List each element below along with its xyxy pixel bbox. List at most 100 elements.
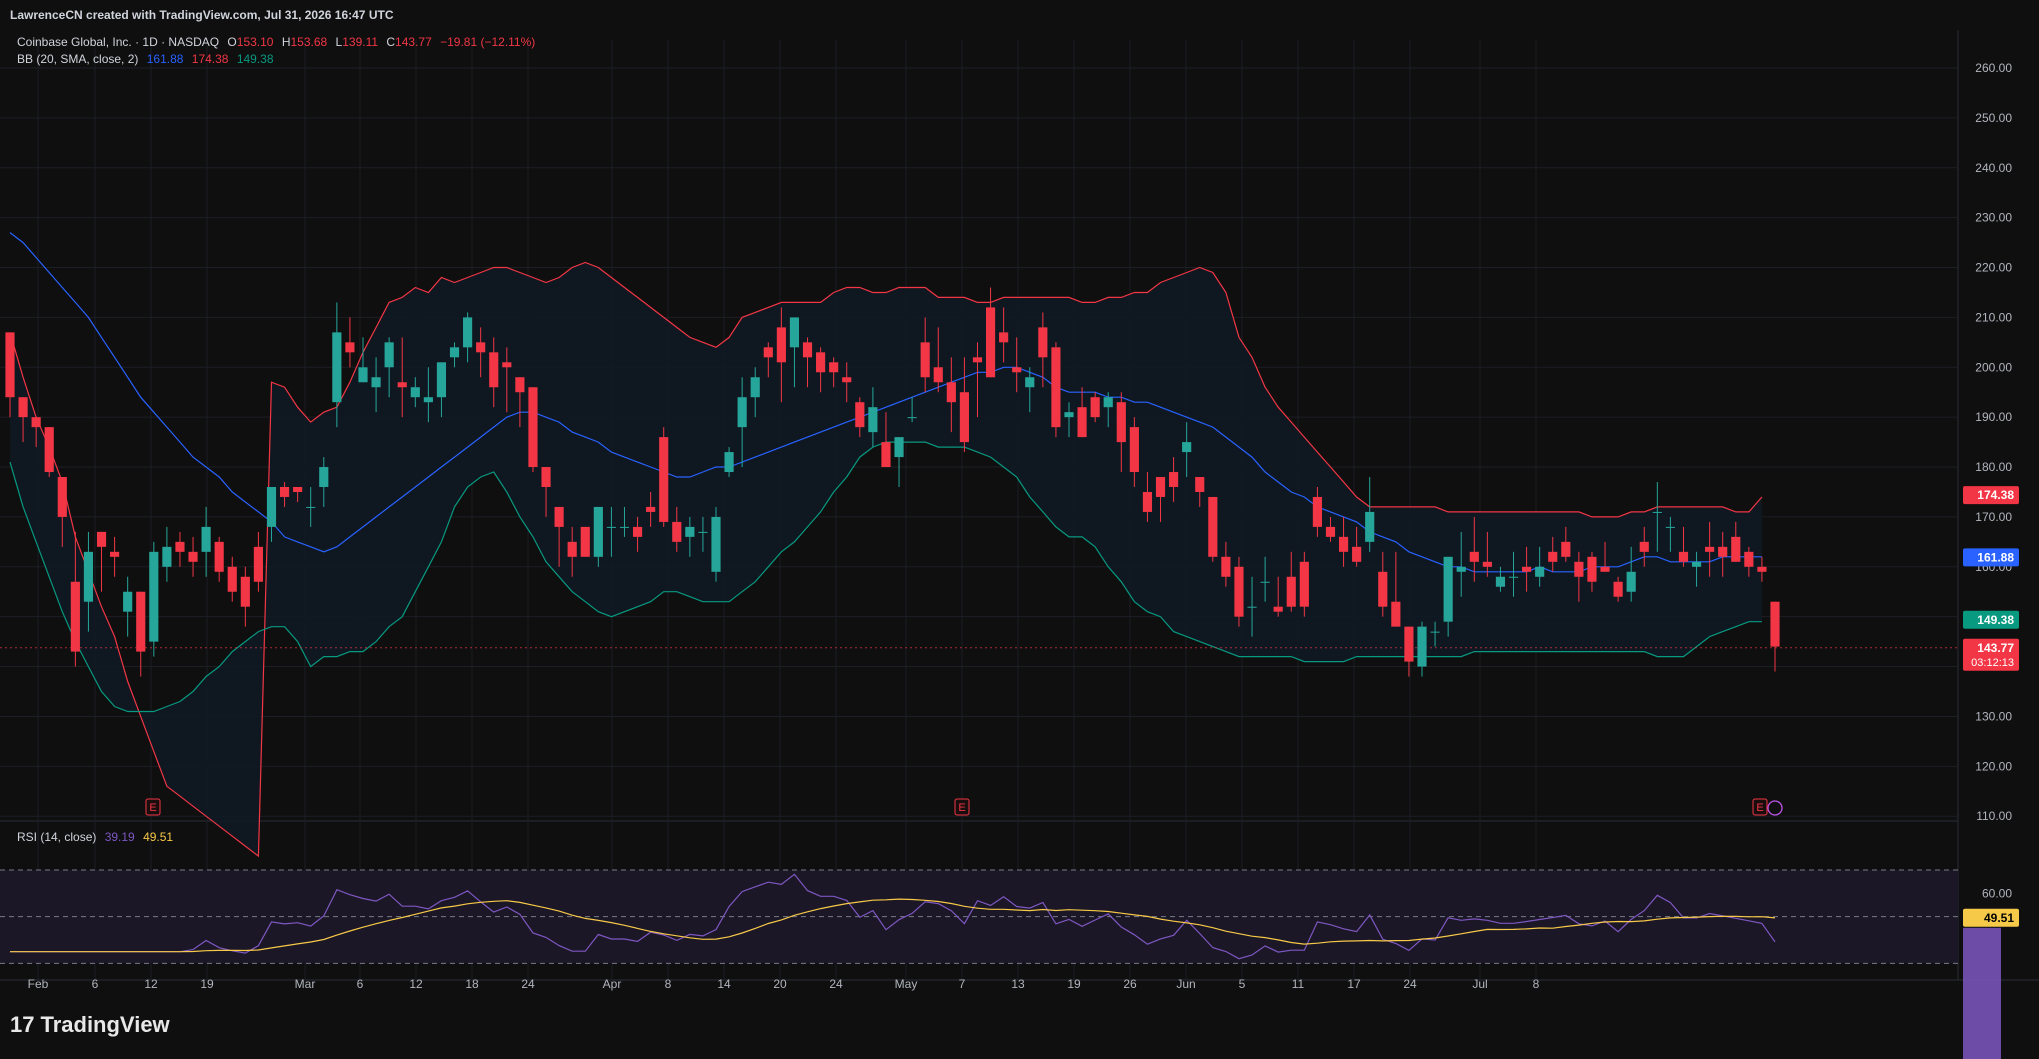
candle[interactable]	[959, 357, 969, 453]
candle[interactable]	[358, 337, 368, 383]
candle[interactable]	[18, 397, 28, 443]
candle[interactable]	[1051, 342, 1061, 438]
candle[interactable]	[384, 337, 394, 398]
candle[interactable]	[266, 486, 277, 542]
candle[interactable]	[1744, 546, 1754, 577]
candle[interactable]	[528, 387, 538, 473]
candle[interactable]	[724, 447, 734, 478]
candle[interactable]	[646, 491, 656, 527]
candle[interactable]	[619, 506, 630, 537]
rsi-legend[interactable]: RSI (14, close) 39.19 49.51	[17, 830, 178, 844]
candle[interactable]	[659, 427, 669, 527]
candle[interactable]	[1705, 521, 1715, 577]
candle[interactable]	[1025, 367, 1035, 413]
candle[interactable]	[1522, 546, 1532, 592]
candle[interactable]	[1116, 392, 1126, 473]
time-axis[interactable]: Feb 6 12 19 Mar 6 12 18 24 Apr 8 14 20 24 May 7 13 19 26 Ju…	[28, 977, 1540, 991]
candle[interactable]	[1103, 392, 1113, 428]
candle[interactable]	[332, 302, 342, 428]
candle[interactable]	[5, 332, 15, 418]
candle[interactable]	[999, 307, 1009, 363]
candle[interactable]	[1169, 457, 1179, 502]
candle[interactable]	[698, 516, 708, 552]
candle[interactable]	[672, 506, 682, 552]
candle[interactable]	[816, 347, 826, 393]
candle[interactable]	[881, 412, 891, 468]
candle[interactable]	[1064, 402, 1074, 438]
candle[interactable]	[1626, 546, 1636, 602]
bb-legend[interactable]: BB (20, SMA, close, 2) 161.88 174.38 149…	[17, 52, 279, 66]
candle[interactable]	[855, 397, 865, 438]
candle[interactable]	[1182, 422, 1192, 478]
candle[interactable]	[842, 362, 852, 403]
candle[interactable]	[1574, 551, 1584, 602]
candle[interactable]	[1639, 526, 1649, 567]
rsi-pane[interactable]: 60.00	[0, 869, 2012, 964]
candle[interactable]	[1378, 551, 1388, 617]
candle[interactable]	[1352, 526, 1362, 567]
candle[interactable]	[933, 327, 943, 393]
candle[interactable]	[1208, 496, 1218, 562]
candle[interactable]	[632, 516, 643, 552]
candle[interactable]	[162, 526, 172, 582]
candle[interactable]	[201, 506, 211, 577]
candle[interactable]	[1038, 312, 1048, 388]
candle[interactable]	[1012, 337, 1022, 393]
candle[interactable]	[1090, 392, 1100, 423]
candle[interactable]	[972, 342, 983, 418]
candle[interactable]	[489, 337, 499, 408]
candle[interactable]	[31, 417, 41, 448]
candle[interactable]	[1665, 516, 1675, 552]
candle[interactable]	[907, 397, 917, 423]
candle[interactable]	[227, 556, 237, 602]
candle[interactable]	[1548, 536, 1558, 572]
candle[interactable]	[57, 477, 67, 547]
candle[interactable]	[868, 387, 878, 448]
candle[interactable]	[1456, 531, 1466, 597]
candle[interactable]	[149, 541, 159, 657]
candle[interactable]	[802, 337, 813, 388]
candle[interactable]	[763, 342, 773, 378]
candle[interactable]	[750, 367, 760, 418]
candle[interactable]	[1260, 556, 1270, 602]
candle[interactable]	[593, 506, 603, 567]
candle[interactable]	[1508, 551, 1519, 597]
candle[interactable]	[423, 367, 433, 423]
candle[interactable]	[1142, 472, 1153, 522]
candle[interactable]	[1391, 551, 1401, 627]
candle[interactable]	[1234, 556, 1244, 627]
candle[interactable]	[1770, 601, 1780, 672]
candle[interactable]	[476, 327, 486, 378]
candle[interactable]	[1417, 621, 1427, 677]
candle[interactable]	[1613, 576, 1623, 602]
candle[interactable]	[1273, 576, 1283, 617]
candle[interactable]	[123, 576, 133, 637]
dividend-icon[interactable]	[1767, 800, 1783, 816]
candle[interactable]	[188, 536, 198, 577]
candle[interactable]	[70, 531, 80, 667]
candle[interactable]	[1299, 551, 1309, 617]
symbol-legend[interactable]: Coinbase Global, Inc. · 1D · NASDAQ O153…	[17, 35, 540, 49]
candle[interactable]	[920, 317, 930, 393]
candle[interactable]	[1718, 531, 1728, 577]
candle[interactable]	[541, 467, 551, 517]
candle[interactable]	[1365, 477, 1375, 552]
candle[interactable]	[1561, 526, 1571, 562]
candle[interactable]	[580, 526, 590, 557]
candle[interactable]	[1247, 576, 1257, 637]
candle[interactable]	[1535, 546, 1545, 587]
candle[interactable]	[789, 317, 800, 388]
candle[interactable]	[1286, 551, 1296, 612]
candle[interactable]	[1325, 516, 1336, 542]
tradingview-brand[interactable]: 17 TradingView	[10, 1012, 170, 1038]
candle[interactable]	[1495, 566, 1506, 592]
candle[interactable]	[371, 357, 381, 413]
candle[interactable]	[1129, 417, 1139, 487]
candle[interactable]	[985, 287, 996, 378]
candle[interactable]	[567, 526, 577, 577]
candle[interactable]	[606, 506, 616, 557]
candle[interactable]	[463, 312, 473, 363]
candle[interactable]	[1731, 521, 1741, 562]
candle[interactable]	[293, 486, 303, 502]
candle[interactable]	[1469, 516, 1479, 582]
